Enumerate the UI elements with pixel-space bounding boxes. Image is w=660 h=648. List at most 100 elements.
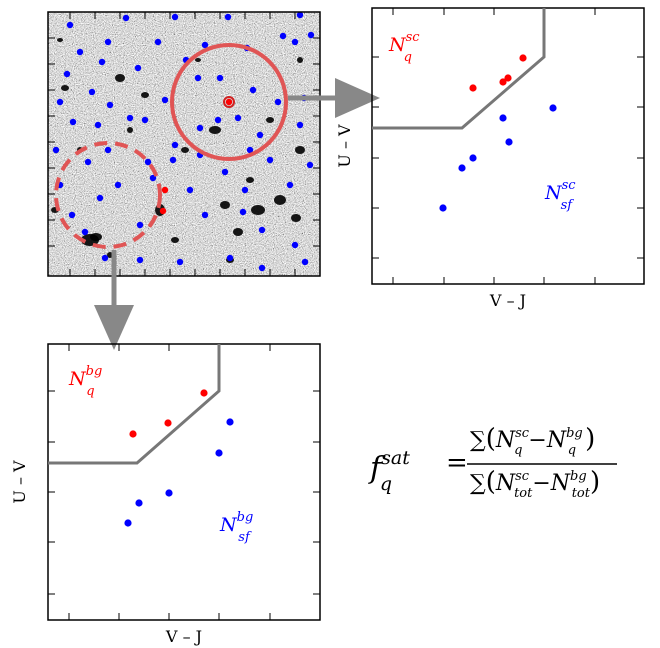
- y-axis-label: U – V: [335, 124, 354, 168]
- galaxy-blob: [57, 38, 63, 42]
- galaxy-blob: [266, 117, 274, 123]
- galaxy-marker: [53, 147, 59, 153]
- galaxy-marker: [99, 59, 105, 65]
- panel-frame: [372, 8, 644, 284]
- galaxy-marker: [259, 265, 265, 271]
- galaxy-blob: [90, 233, 102, 241]
- galaxy-blob: [274, 195, 286, 205]
- galaxy-marker: [77, 49, 83, 55]
- galaxy-marker: [64, 71, 70, 77]
- quiescent-galaxy-marker: [226, 99, 232, 105]
- galaxy-marker: [97, 195, 103, 201]
- galaxy-marker: [195, 75, 201, 81]
- galaxy-blob: [181, 147, 189, 153]
- formula-equals: =: [446, 448, 468, 478]
- galaxy-marker: [89, 89, 95, 95]
- galaxy-marker: [227, 255, 233, 261]
- starforming-galaxy-point: [505, 138, 512, 145]
- galaxy-blob: [297, 57, 303, 63]
- galaxy-marker: [202, 212, 208, 218]
- galaxy-marker: [302, 259, 308, 265]
- sky-image: [48, 12, 320, 276]
- galaxy-marker: [225, 14, 231, 20]
- galaxy-marker: [292, 39, 298, 45]
- starforming-galaxy-point: [499, 114, 506, 121]
- starforming-galaxy-point: [215, 449, 222, 456]
- panel-galaxy-points: [439, 54, 556, 211]
- starforming-galaxy-point: [469, 154, 476, 161]
- galaxy-marker: [215, 117, 221, 123]
- galaxy-marker: [275, 99, 281, 105]
- galaxy-blob: [220, 201, 230, 209]
- galaxy-marker: [142, 117, 148, 123]
- quiescent-galaxy-point: [504, 74, 511, 81]
- galaxy-blob: [61, 85, 69, 91]
- galaxy-blob: [251, 205, 265, 215]
- quiescent-galaxy-point: [519, 54, 526, 61]
- formula-denominator: ∑(Nsc tot−Nbg tot): [470, 467, 600, 501]
- galaxy-marker: [250, 87, 256, 93]
- galaxy-marker: [267, 157, 273, 163]
- galaxy-marker: [235, 115, 241, 121]
- galaxy-marker: [137, 257, 143, 263]
- galaxy-marker: [105, 39, 111, 45]
- galaxy-marker: [85, 159, 91, 165]
- galaxy-marker: [257, 132, 263, 138]
- starforming-galaxy-point: [165, 489, 172, 496]
- galaxy-marker: [242, 187, 248, 193]
- galaxy-marker: [107, 102, 113, 108]
- galaxy-marker: [172, 14, 178, 20]
- galaxy-marker: [217, 75, 223, 81]
- galaxy-marker: [297, 12, 303, 18]
- galaxy-blob: [246, 177, 254, 183]
- starforming-galaxy-point: [135, 499, 142, 506]
- starforming-label: Nbg sf: [219, 510, 253, 545]
- galaxy-marker: [259, 227, 265, 233]
- uvj-panel-cluster: Nsc q Nsc sf V – J U – V: [335, 8, 644, 310]
- galaxy-blob: [141, 92, 149, 98]
- galaxy-marker: [287, 182, 293, 188]
- quiescent-galaxy-point: [164, 419, 171, 426]
- galaxy-marker: [280, 33, 286, 39]
- galaxy-marker: [177, 259, 183, 265]
- quiescent-boundary-line: [48, 344, 219, 463]
- galaxy-blob: [295, 146, 305, 154]
- galaxy-blob: [115, 74, 125, 82]
- galaxy-marker: [170, 157, 176, 163]
- galaxy-marker: [297, 122, 303, 128]
- galaxy-marker: [197, 125, 203, 131]
- starforming-label: Nsc sf: [544, 178, 576, 213]
- galaxy-marker: [95, 122, 101, 128]
- satellite-quenched-fraction-formula: fsat q = ∑(Nsc q −Nbg q) ∑(Nsc tot−Nbg tot): [368, 424, 617, 501]
- quiescent-galaxy-marker: [162, 187, 168, 193]
- galaxy-blob: [127, 127, 133, 133]
- galaxy-marker: [127, 115, 133, 121]
- galaxy-marker: [102, 255, 108, 261]
- galaxy-blob: [291, 214, 301, 222]
- galaxy-blob: [209, 126, 221, 134]
- galaxy-marker: [172, 142, 178, 148]
- starforming-galaxy-point: [124, 519, 131, 526]
- galaxy-marker: [240, 209, 246, 215]
- y-axis-label: U – V: [10, 460, 29, 504]
- galaxy-marker: [115, 182, 121, 188]
- galaxy-marker: [292, 242, 298, 248]
- galaxy-blob: [233, 228, 243, 236]
- quiescent-label: Nsc q: [388, 30, 420, 65]
- panel-ticks: [372, 8, 644, 284]
- galaxy-marker: [70, 119, 76, 125]
- quiescent-boundary-line: [372, 8, 544, 128]
- galaxy-marker: [162, 97, 168, 103]
- quiescent-galaxy-point: [469, 84, 476, 91]
- formula-lhs: fsat q: [368, 447, 410, 495]
- galaxy-marker: [222, 169, 228, 175]
- galaxy-marker: [123, 15, 129, 21]
- x-axis-label: V – J: [165, 627, 202, 646]
- galaxy-marker: [105, 147, 111, 153]
- galaxy-marker: [308, 32, 314, 38]
- galaxy-marker: [137, 222, 143, 228]
- starforming-galaxy-point: [439, 204, 446, 211]
- quiescent-galaxy-point: [129, 430, 136, 437]
- starforming-galaxy-point: [458, 164, 465, 171]
- galaxy-marker: [135, 65, 141, 71]
